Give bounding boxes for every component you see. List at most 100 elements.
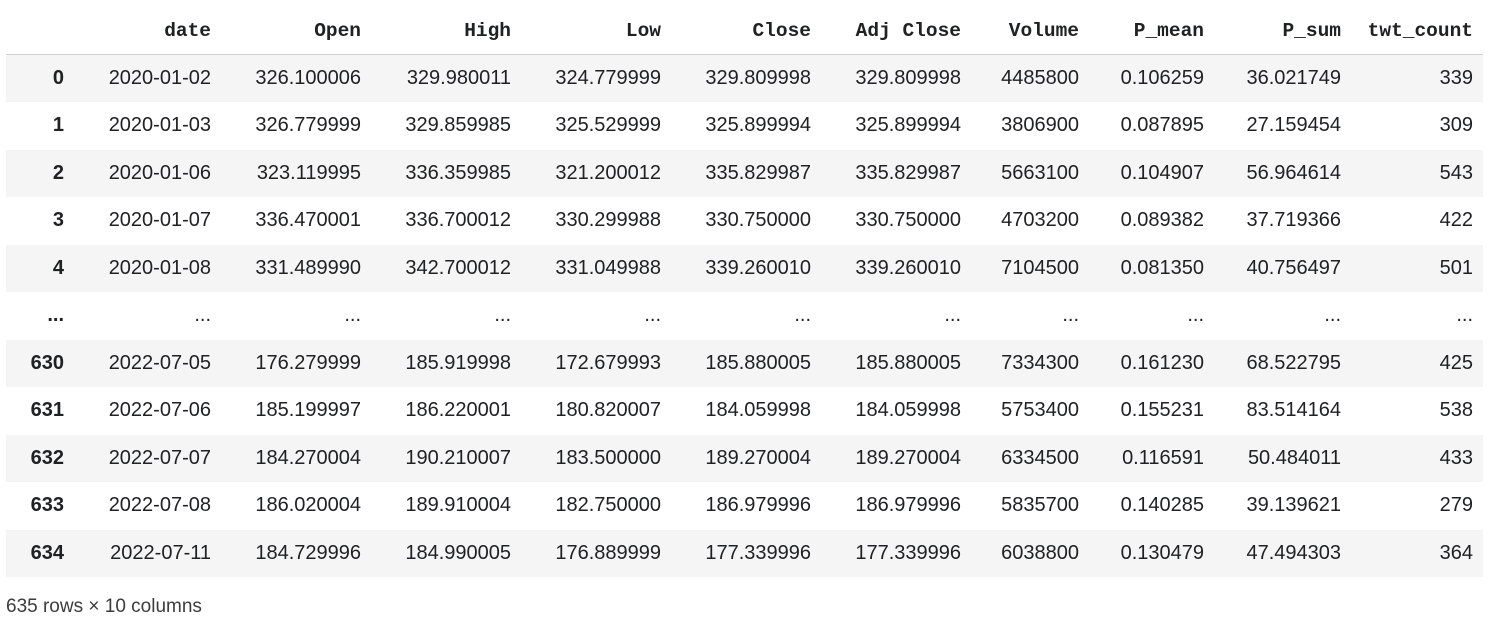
cell-high: 329.980011 [406,67,511,89]
cell-low: 324.779999 [555,67,661,89]
cell-adj-close: 325.899994 [855,114,961,137]
header-twt-count: twt_count [1341,8,1483,55]
cell-open: 184.270004 [255,446,361,469]
cell-date: 2020-01-07 [108,209,211,232]
cell-p-mean: 0.161230 [1120,351,1204,374]
cell-close: 335.829987 [705,161,811,184]
table-row: 632 2022-07-07 184.270004 190.210007 183.500… [6,434,1483,482]
row-index: 1 [52,114,64,137]
row-index: ... [47,304,64,327]
cell-date: 2020-01-03 [108,114,211,137]
cell-p-mean: 0.104907 [1120,161,1204,184]
header-low: Low [511,8,661,55]
row-index: 634 [30,541,64,564]
cell-twt-count: 538 [1439,399,1473,422]
cell-close: 339.260010 [705,256,811,279]
cell-volume: 7334300 [1001,351,1079,374]
cell-volume: 4703200 [1001,209,1079,232]
dataframe-shape-footer: 635 rows × 10 columns [6,596,202,617]
cell-high: 336.359985 [405,161,511,184]
header-row: date Open High Low Close Adj Close Volum… [6,8,1483,55]
cell-volume: 7104500 [1001,256,1079,279]
cell-twt-count: 364 [1439,541,1473,564]
cell-volume: 5663100 [1001,161,1079,184]
header-p-sum: P_sum [1204,8,1341,55]
table-row: ................................. [6,292,1483,340]
cell-twt-count: 422 [1439,209,1473,232]
cell-adj-close: 335.829987 [855,161,961,184]
cell-date: 2020-01-06 [108,161,211,184]
cell-high: 190.210007 [405,446,511,469]
cell-low: 176.889999 [555,541,661,564]
row-index: 3 [52,209,64,232]
cell-p-mean: 0.081350 [1120,256,1204,279]
cell-date: 2022-07-07 [108,446,211,469]
cell-p-sum: 56.964614 [1246,161,1341,184]
header-index [6,8,64,55]
cell-close: 186.979996 [705,494,811,517]
cell-volume: 5753400 [1001,399,1079,422]
cell-open: 336.470001 [255,209,361,232]
cell-p-sum: 37.719366 [1246,209,1341,232]
cell-date: 2020-01-08 [108,256,211,279]
cell-adj-close: ... [944,304,961,327]
cell-adj-close: 330.750000 [855,209,961,232]
cell-p-sum: 47.494303 [1246,541,1341,564]
cell-adj-close: 339.260010 [855,256,961,279]
row-index: 0 [52,67,64,89]
row-index: 631 [30,399,64,422]
cell-volume: 5835700 [1001,494,1079,517]
cell-open: 184.729996 [255,541,361,564]
cell-high: 189.910004 [405,494,511,517]
cell-p-sum: ... [1324,304,1341,327]
cell-p-sum: 83.514164 [1246,399,1341,422]
table-header: date Open High Low Close Adj Close Volum… [6,8,1483,55]
cell-date: 2022-07-08 [108,494,211,517]
cell-twt-count: 309 [1439,114,1473,137]
cell-adj-close: 184.059998 [855,399,961,422]
header-adj-close: Adj Close [811,8,961,55]
cell-p-mean: 0.130479 [1120,541,1204,564]
cell-high: ... [494,304,511,327]
row-index: 630 [30,351,64,374]
header-close: Close [661,8,811,55]
cell-volume: 3806900 [1001,114,1079,137]
header-high: High [361,8,511,55]
cell-p-sum: 40.756497 [1246,256,1341,279]
table-row: 630 2022-07-05 176.279999 185.919998 172.679… [6,339,1483,387]
row-index: 633 [30,494,64,517]
cell-p-mean: 0.089382 [1120,209,1204,232]
cell-open: 326.779999 [255,114,361,137]
table-body: 0 2020-01-02 326.100006 329.980011 324.77999… [6,54,1483,577]
table-row: 4 2020-01-08 331.489990 342.700012 331.04998… [6,244,1483,292]
cell-open: 185.199997 [255,399,361,422]
cell-open: 186.020004 [255,494,361,517]
cell-low: 325.529999 [555,114,661,137]
cell-twt-count: ... [1456,304,1473,327]
cell-p-sum: 39.139621 [1246,494,1341,517]
cell-high: 342.700012 [405,256,511,279]
cell-date: 2022-07-05 [108,351,211,374]
row-index: 4 [52,256,64,279]
row-index: 632 [30,446,64,469]
cell-low: 321.200012 [555,161,661,184]
cell-twt-count: 501 [1439,256,1473,279]
cell-p-sum: 50.484011 [1247,446,1341,469]
cell-twt-count: 279 [1439,494,1473,517]
cell-date: ... [194,304,211,327]
table-row: 3 2020-01-07 336.470001 336.700012 330.29998… [6,197,1483,245]
cell-adj-close: 186.979996 [855,494,961,517]
row-index: 2 [52,161,64,184]
cell-twt-count: 543 [1439,161,1473,184]
table-row: 631 2022-07-06 185.199997 186.220001 180.820… [6,387,1483,435]
header-open: Open [211,8,361,55]
cell-low: 180.820007 [555,399,661,422]
cell-close: 189.270004 [705,446,811,469]
cell-open: 323.119995 [256,161,361,184]
cell-high: 186.220001 [405,399,511,422]
cell-low: 331.049988 [555,256,661,279]
cell-high: 336.700012 [405,209,511,232]
cell-low: 172.679993 [555,351,661,374]
cell-close: 330.750000 [705,209,811,232]
